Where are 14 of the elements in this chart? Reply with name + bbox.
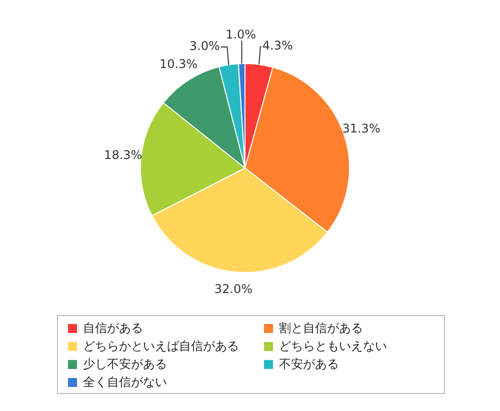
legend-label: 全く自信がない bbox=[83, 374, 167, 390]
legend-label: どちらかといえば自信がある bbox=[83, 338, 239, 354]
data-label: 4.3% bbox=[262, 38, 293, 53]
data-label: 32.0% bbox=[214, 282, 253, 296]
legend-label: 自信がある bbox=[83, 320, 143, 336]
data-label: 31.3% bbox=[342, 122, 380, 136]
data-label: 1.0% bbox=[226, 28, 256, 42]
data-label: 3.0% bbox=[189, 39, 220, 54]
data-label: 10.3% bbox=[159, 57, 198, 72]
legend-label: 少し不安がある bbox=[83, 356, 167, 372]
legend-label: どちらともいえない bbox=[279, 338, 387, 354]
legend-label: 不安がある bbox=[279, 356, 339, 372]
data-label: 18.3% bbox=[104, 148, 142, 162]
legend-label: 割と自信がある bbox=[279, 320, 363, 336]
